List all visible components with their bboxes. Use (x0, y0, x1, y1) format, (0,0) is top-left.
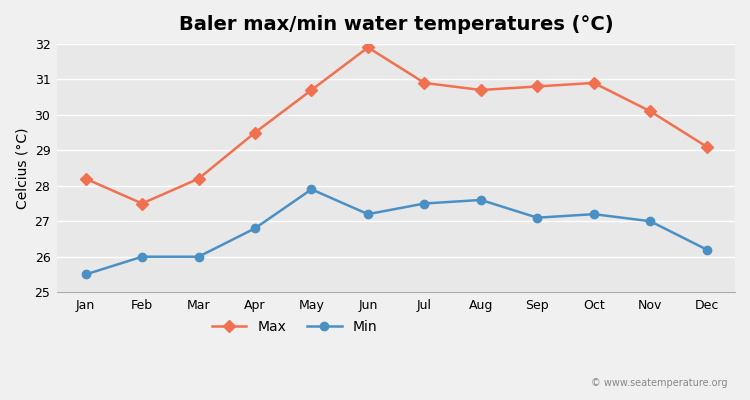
Min (702, 247, 711, 252)
Min (137, 254, 146, 259)
Max (476, 88, 485, 92)
Max (307, 88, 316, 92)
Min (81, 272, 90, 277)
Max (364, 45, 373, 50)
Max (646, 109, 655, 114)
Min (194, 254, 203, 259)
Max (251, 130, 260, 135)
Min (476, 198, 485, 202)
Line: Max: Max (82, 43, 711, 208)
Max (81, 176, 90, 181)
Min (251, 226, 260, 231)
Min (590, 212, 598, 216)
Line: Min: Min (82, 185, 711, 279)
Max (532, 84, 542, 89)
Min (532, 215, 542, 220)
Y-axis label: Celcius (°C): Celcius (°C) (15, 127, 29, 209)
Max (420, 80, 429, 85)
Max (590, 80, 598, 85)
Legend: Max, Min: Max, Min (206, 315, 383, 340)
Max (194, 176, 203, 181)
Max (137, 201, 146, 206)
Min (364, 212, 373, 216)
Max (702, 144, 711, 149)
Text: © www.seatemperature.org: © www.seatemperature.org (591, 378, 728, 388)
Title: Baler max/min water temperatures (°C): Baler max/min water temperatures (°C) (178, 15, 614, 34)
Min (307, 187, 316, 192)
Min (420, 201, 429, 206)
Min (646, 219, 655, 224)
